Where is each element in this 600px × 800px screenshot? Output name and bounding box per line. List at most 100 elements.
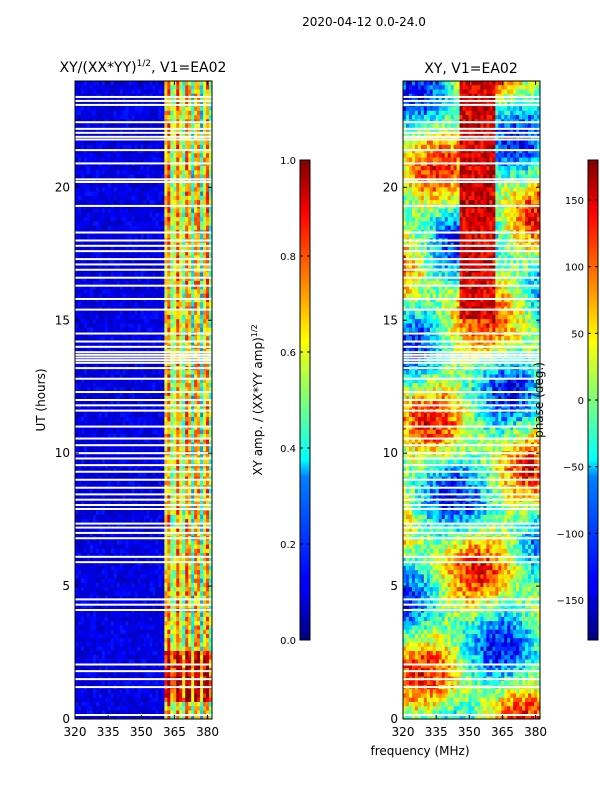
- heatmap-cell: [89, 434, 94, 439]
- heatmap-cell: [128, 251, 132, 256]
- heatmap-cell: [188, 187, 192, 192]
- heatmap-cell: [209, 421, 212, 426]
- heatmap-cell: [122, 400, 127, 405]
- heatmap-cell: [92, 387, 97, 392]
- heatmap-cell: [89, 259, 94, 265]
- heatmap-cell: [197, 480, 201, 486]
- heatmap-cell: [152, 302, 156, 307]
- heatmap-cell: [116, 523, 121, 528]
- heatmap-cell: [125, 132, 130, 137]
- heatmap-cell: [209, 85, 212, 90]
- heatmap-cell: [125, 540, 130, 546]
- heatmap-cell: [86, 289, 91, 295]
- heatmap-cell: [107, 523, 112, 528]
- heatmap-cell: [155, 289, 159, 295]
- heatmap-cell: [152, 276, 156, 282]
- heatmap-cell: [119, 434, 124, 439]
- heatmap-cell: [167, 149, 171, 154]
- heatmap-cell: [185, 472, 189, 477]
- heatmap-cell: [158, 89, 162, 95]
- heatmap-cell: [116, 187, 121, 192]
- heatmap-cell: [110, 132, 115, 137]
- heatmap-cell: [125, 468, 130, 473]
- heatmap-cell: [185, 323, 189, 329]
- heatmap-cell: [92, 314, 97, 320]
- heatmap-cell: [152, 191, 156, 197]
- heatmap-cell: [140, 208, 144, 214]
- heatmap-cell: [155, 378, 159, 384]
- heatmap-cell: [122, 395, 127, 401]
- heatmap-cell: [98, 140, 103, 146]
- heatmap-cell: [152, 446, 156, 452]
- heatmap-cell: [80, 166, 85, 171]
- heatmap-cell: [185, 489, 189, 494]
- heatmap-cell: [113, 468, 118, 473]
- heatmap-cell: [137, 336, 141, 341]
- heatmap-cell: [107, 302, 112, 307]
- heatmap-cell: [95, 378, 100, 384]
- heatmap-cell: [146, 170, 150, 175]
- heatmap-cell: [161, 404, 165, 409]
- heatmap-cell: [83, 149, 88, 154]
- heatmap-cell: [170, 157, 174, 163]
- heatmap-cell: [170, 527, 174, 533]
- heatmap-cell: [80, 480, 85, 486]
- heatmap-cell: [92, 412, 97, 418]
- heatmap-cell: [83, 200, 88, 205]
- heatmap-cell: [146, 144, 150, 150]
- heatmap-cell: [167, 81, 171, 86]
- heatmap-cell: [167, 417, 171, 422]
- heatmap-cell: [167, 323, 171, 329]
- heatmap-cell: [77, 540, 82, 546]
- heatmap-cell: [128, 200, 132, 205]
- heatmap-cell: [170, 106, 174, 112]
- heatmap-cell: [77, 400, 82, 405]
- heatmap-cell: [116, 110, 121, 116]
- heatmap-cell: [158, 144, 162, 150]
- heatmap-cell: [173, 263, 177, 269]
- heatmap-cell: [179, 438, 183, 443]
- heatmap-cell: [137, 293, 141, 299]
- heatmap-cell: [176, 89, 180, 95]
- heatmap-cell: [143, 81, 147, 86]
- heatmap-cell: [86, 217, 91, 222]
- heatmap-cell: [110, 191, 115, 197]
- heatmap-cell: [75, 234, 79, 239]
- heatmap-cell: [125, 272, 130, 278]
- heatmap-cell: [119, 323, 124, 329]
- heatmap-cell: [89, 438, 94, 443]
- heatmap-cell: [101, 246, 106, 252]
- heatmap-cell: [149, 387, 153, 392]
- heatmap-cell: [77, 200, 82, 205]
- heatmap-cell: [200, 170, 204, 175]
- heatmap-cell: [134, 234, 138, 239]
- heatmap-cell: [191, 208, 195, 214]
- heatmap-cell: [191, 85, 195, 90]
- heatmap-cell: [122, 417, 127, 422]
- heatmap-cell: [149, 438, 153, 443]
- heatmap-cell: [83, 174, 88, 180]
- heatmap-cell: [77, 493, 82, 499]
- heatmap-cell: [119, 255, 124, 261]
- heatmap-cell: [110, 340, 115, 346]
- heatmap-cell: [98, 123, 103, 129]
- heatmap-cell: [101, 434, 106, 439]
- heatmap-cell: [77, 310, 82, 316]
- heatmap-cell: [125, 81, 130, 86]
- heatmap-cell: [167, 276, 171, 282]
- heatmap-cell: [89, 297, 94, 303]
- heatmap-cell: [107, 221, 112, 227]
- heatmap-cell: [131, 434, 135, 439]
- heatmap-cell: [101, 323, 106, 329]
- heatmap-cell: [110, 514, 115, 520]
- heatmap-cell: [191, 446, 195, 452]
- heatmap-cell: [176, 285, 180, 290]
- heatmap-cell: [83, 310, 88, 316]
- heatmap-cell: [104, 255, 109, 261]
- heatmap-cell: [146, 132, 150, 137]
- heatmap-cell: [161, 523, 165, 528]
- heatmap-cell: [188, 127, 192, 133]
- heatmap-cell: [92, 489, 97, 494]
- heatmap-cell: [206, 272, 210, 278]
- heatmap-cell: [200, 434, 204, 439]
